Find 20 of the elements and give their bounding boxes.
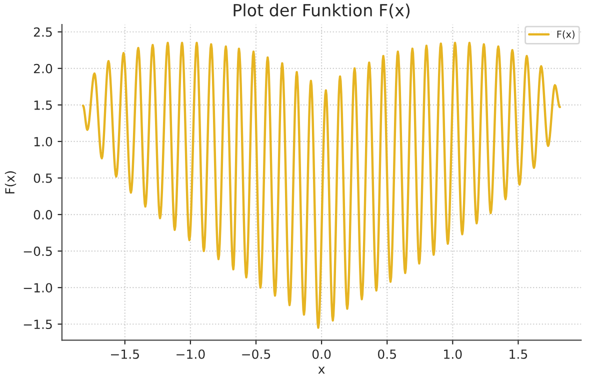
y-tick-label: −0.5	[24, 246, 52, 256]
y-tick-label: 2.5	[34, 27, 52, 37]
x-tick-label: 0.0	[312, 349, 331, 359]
y-tick-label: −1.0	[24, 283, 52, 293]
y-tick-label: 2.0	[34, 64, 52, 74]
x-tick-label: −1.0	[176, 349, 205, 359]
y-axis-title: F(x)	[4, 171, 16, 194]
chart-title: Plot der Funktion F(x)	[234, 4, 410, 18]
x-tick-label: −0.5	[242, 349, 270, 359]
x-tick-label: 0.5	[378, 349, 396, 359]
x-tick-label: 1.0	[444, 349, 462, 359]
x-axis-title: x	[318, 366, 325, 374]
y-tick-label: 0.0	[34, 210, 52, 220]
legend-label: F(x)	[557, 30, 574, 40]
y-tick-label: 0.5	[34, 173, 52, 183]
x-tick-label: 1.5	[510, 350, 528, 359]
y-tick-label: 1.0	[34, 136, 52, 146]
y-tick-label: 1.5	[34, 100, 52, 110]
y-tick-label: −1.5	[24, 320, 52, 330]
x-tick-label: −1.5	[111, 350, 139, 359]
